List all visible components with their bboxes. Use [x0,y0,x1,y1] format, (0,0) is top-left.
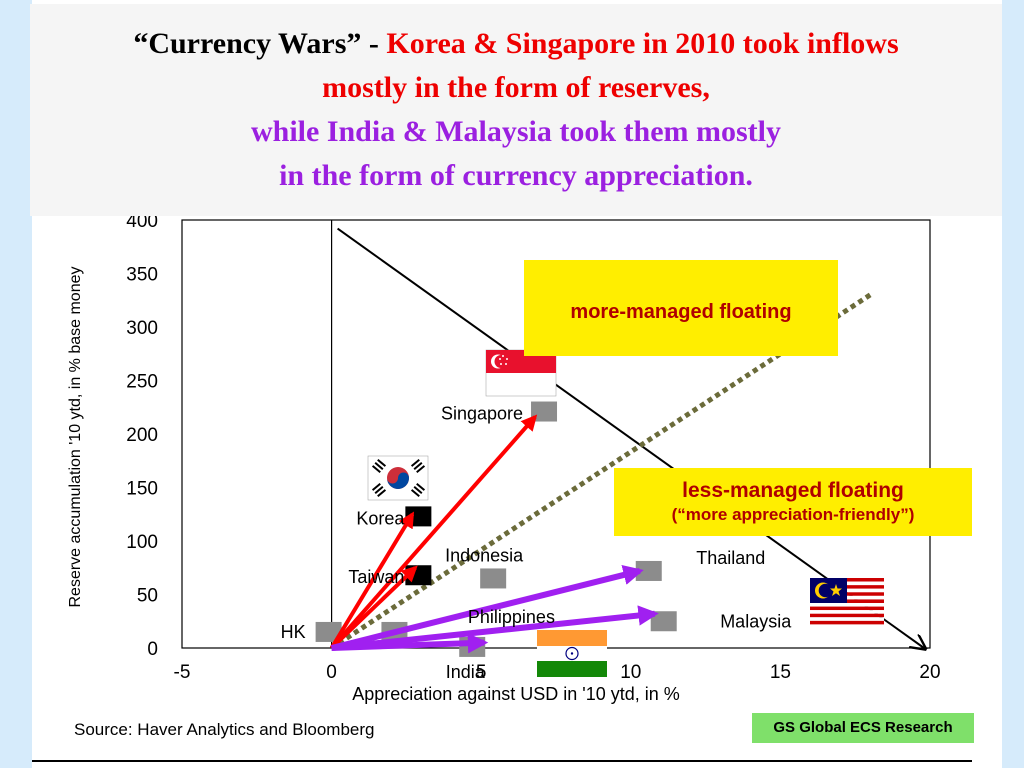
purple-arrow [331,633,489,654]
x-tick-label: 5 [476,662,487,683]
point-label-singapore: Singapore [441,404,523,424]
title-part-4: while India & Malaysia took them mostly [250,115,781,148]
x-tick-label: -5 [174,662,191,683]
title-part-5: in the form of currency appreciation. [279,159,753,192]
flag-part [371,482,387,498]
flag-part [494,355,508,368]
flag-part [500,363,502,365]
less-managed-label: less-managed floating [682,479,904,502]
research-badge: GS Global ECS Research [752,713,974,743]
flag-part [810,617,884,621]
y-tick-label: 200 [126,425,158,446]
y-tick-label: 300 [126,318,158,339]
point-label-hk: HK [281,622,306,642]
bottom-divider [32,760,972,762]
flag-part [810,620,884,625]
flag-part [810,610,884,614]
flag-part [377,458,387,467]
flag-part [410,482,426,498]
x-tick-label: 20 [919,662,940,683]
less-managed-box: less-managed floating (“more appreciatio… [614,468,972,536]
flag-part [410,489,420,498]
x-axis-label: Appreciation against USD in '10 ytd, in … [352,684,680,704]
flag-part [410,458,420,467]
point-marker-hk [315,621,342,642]
point-label-thailand: Thailand [696,548,765,568]
point-label-korea: Korea [356,508,405,528]
flag-part [371,458,387,474]
flag-part [506,358,508,360]
source-note: Source: Haver Analytics and Bloomberg [74,720,375,739]
flag-part [505,363,507,365]
flag-part [830,584,842,596]
flag-part [565,646,579,661]
red-arrow [330,414,538,650]
slide-title: “Currency Wars” - Korea & Singapore in 2… [30,4,1002,216]
purple-arrow [330,565,644,651]
flag-part [377,489,387,498]
flag-part [416,465,426,474]
flag-part [537,661,607,677]
flag-part [570,652,574,655]
malaysia-flag [810,578,884,628]
point-marker-indonesia [480,568,507,589]
y-tick-label: 250 [126,372,158,393]
purple-arrow [331,605,659,651]
flag-part [371,482,381,491]
singapore-flag [485,349,557,397]
y-tick-label: 0 [147,639,158,660]
y-tick-label: 150 [126,479,158,500]
flag-part [499,358,501,360]
point-label-taiwan: Taiwan [348,567,404,587]
point-marker-singapore [531,401,558,422]
x-tick-label: 15 [770,662,791,683]
flag-part [413,462,423,470]
india-flag [537,630,607,677]
flag-part [818,583,833,598]
more-managed-box: more-managed floating [524,260,838,356]
x-tick-label: 10 [620,662,641,683]
flag-part [416,482,426,491]
flag-part [502,355,504,357]
flag-part [374,462,384,470]
flag-part [371,465,381,474]
point-label-philippines: Philippines [468,607,555,627]
flag-part [810,613,884,618]
y-tick-label: 100 [126,532,158,553]
red-arrow [329,511,415,650]
more-managed-label: more-managed floating [570,301,792,323]
y-tick-label: 350 [126,265,158,286]
less-managed-sublabel: (“more appreciation-friendly”) [671,505,915,524]
flag-part [374,486,384,494]
y-axis-label: Reserve accumulation '10 ytd, in % base … [67,266,84,607]
y-tick-label: 50 [137,586,158,607]
red-arrow [330,565,418,650]
flag-part [537,630,607,646]
point-label-india: India [446,662,486,682]
flag-part [810,603,884,607]
flag-part [413,486,423,494]
flag-part [410,458,426,474]
flag-part [810,606,884,611]
point-label-malaysia: Malaysia [720,611,792,631]
title-part-1: “Currency Wars” - [133,27,387,60]
x-tick-label: 0 [326,662,337,683]
point-label-indonesia: Indonesia [445,545,524,565]
korea-flag [367,455,429,501]
y-tick-label: 400 [126,211,158,232]
flag-part [810,624,884,628]
flag-part [387,472,409,489]
title-part-2: Korea & Singapore in 2010 took inflows [386,27,899,60]
title-part-3: mostly in the form of reserves, [322,71,710,104]
